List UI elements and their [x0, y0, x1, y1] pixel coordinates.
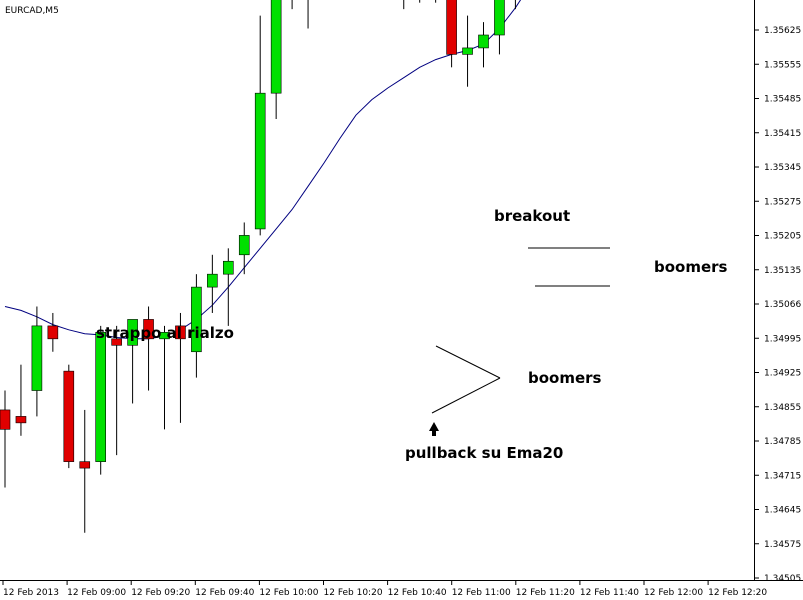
candle — [0, 390, 11, 488]
y-tick-label: 1.35066 — [764, 300, 801, 310]
y-tick-label: 1.34925 — [764, 369, 801, 379]
candle — [307, 0, 309, 29]
candle-body-down — [0, 409, 11, 430]
y-tick-label: 1.34995 — [764, 334, 801, 344]
candle-body-down — [175, 325, 186, 340]
x-tick-label: 12 Feb 2013 — [3, 588, 59, 598]
x-tick-label: 12 Feb 09:40 — [195, 588, 254, 598]
y-tick-label: 1.35275 — [764, 197, 801, 207]
y-tick-label: 1.34645 — [764, 506, 801, 516]
annotation-boomers-right: boomers — [654, 258, 728, 276]
candle-body-up — [191, 286, 202, 353]
candle — [270, 0, 282, 120]
candle — [143, 306, 154, 391]
y-tick-label: 1.34855 — [764, 403, 801, 413]
x-tick-label: 12 Feb 09:00 — [67, 588, 126, 598]
candle-body-up — [238, 235, 250, 256]
candle-body-down — [79, 461, 91, 469]
candle — [446, 0, 457, 68]
candle-body-down — [15, 416, 27, 424]
x-tick-label: 12 Feb 12:20 — [708, 588, 767, 598]
candle — [478, 22, 489, 68]
candle-body-up — [494, 0, 505, 36]
triangle-upper-line — [435, 345, 501, 379]
candle-body-up — [462, 47, 473, 55]
y-tick-label: 1.34575 — [764, 540, 801, 550]
ema-layer — [4, 0, 522, 340]
x-tick-label: 12 Feb 11:40 — [580, 588, 639, 598]
candle — [47, 312, 59, 352]
drawing-layer — [429, 247, 610, 436]
candle-layer — [0, 0, 516, 533]
ema20-line — [4, 0, 522, 340]
candle — [191, 274, 202, 378]
candle — [223, 248, 234, 326]
y-tick-label: 1.34505 — [764, 574, 801, 584]
x-tick-label: 12 Feb 11:00 — [452, 588, 511, 598]
y-tick-label: 1.34785 — [764, 437, 801, 447]
candle — [494, 0, 505, 55]
x-tick-label: 12 Feb 12:00 — [644, 588, 703, 598]
candle — [79, 409, 91, 533]
x-tick-label: 12 Feb 10:00 — [259, 588, 318, 598]
candle — [254, 15, 266, 236]
arrow-up-icon — [429, 422, 439, 436]
candle — [95, 325, 106, 475]
candle-body-down — [63, 370, 75, 462]
y-tick-label: 1.35555 — [764, 60, 801, 70]
candle-body-up — [223, 260, 234, 275]
candle-body-down — [111, 338, 122, 346]
triangle-lower-line — [431, 377, 501, 414]
x-tick-label: 12 Feb 11:20 — [516, 588, 575, 598]
candle — [403, 0, 405, 10]
chart-title: EURCAD,M5 — [5, 6, 59, 16]
candle — [63, 364, 75, 469]
y-tick-label: 1.35625 — [764, 26, 801, 36]
y-tick-label: 1.35485 — [764, 95, 801, 105]
annotation-pullback: pullback su Ema20 — [405, 444, 563, 462]
x-tick-layer: 12 Feb 2013 12 Feb 09:00 12 Feb 09:20 12 Fe… — [2, 580, 767, 598]
candle-body-up — [127, 319, 138, 346]
candle-body-up — [270, 0, 282, 94]
y-tick-label: 1.34715 — [764, 471, 801, 481]
axis-layer — [0, 0, 803, 581]
y-tick-layer: 1.35625 1.35555 1.35485 1.35415 1.35345 1.352… — [754, 26, 801, 584]
y-tick-label: 1.35415 — [764, 129, 801, 139]
candle-body-up — [254, 92, 266, 230]
candle-body-down — [143, 319, 154, 340]
x-tick-label: 12 Feb 10:40 — [388, 588, 447, 598]
candle-body-up — [95, 332, 106, 462]
candle — [111, 325, 122, 456]
candle-body-down — [446, 0, 457, 55]
candle-body-up — [207, 273, 218, 288]
candle — [127, 319, 138, 404]
candle-body-down — [47, 325, 59, 340]
x-tick-label: 12 Feb 10:20 — [324, 588, 383, 598]
candle-body-up — [159, 332, 170, 340]
candle — [175, 312, 186, 423]
candle — [207, 254, 218, 313]
candle-body-up — [31, 325, 43, 391]
candle — [238, 222, 250, 275]
y-tick-label: 1.35345 — [764, 163, 801, 173]
candle — [15, 364, 27, 436]
annotation-boomers-center: boomers — [528, 369, 602, 387]
x-tick-label: 12 Feb 09:20 — [131, 588, 190, 598]
candle-body-up — [478, 34, 489, 49]
y-tick-label: 1.35205 — [764, 232, 801, 242]
annotation-breakout: breakout — [494, 207, 570, 225]
candle — [31, 306, 43, 417]
candle — [462, 15, 473, 87]
y-tick-label: 1.35135 — [764, 266, 801, 276]
candle — [159, 325, 170, 430]
annotation-strappo: strappo al rialzo — [96, 324, 234, 342]
